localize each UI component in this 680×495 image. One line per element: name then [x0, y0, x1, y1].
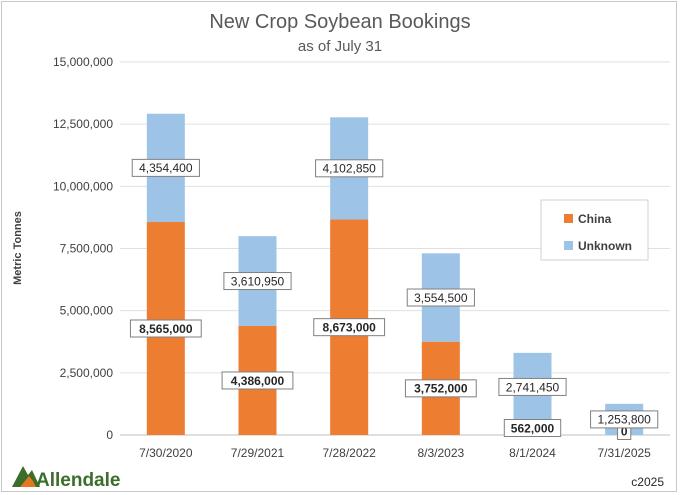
- y-tick-label: 5,000,000: [60, 304, 114, 318]
- x-tick-label: 7/29/2021: [231, 446, 285, 460]
- data-label-text: 0: [621, 424, 628, 438]
- logo-sun-icon: [20, 476, 36, 487]
- data-label-box: [223, 272, 292, 291]
- legend-swatch-unknown: [564, 241, 573, 250]
- allendale-logo: Allendale: [12, 466, 120, 491]
- data-label-text: 1,253,800: [597, 413, 651, 427]
- chart-title: New Crop Soybean Bookings: [209, 11, 470, 33]
- data-label-box: [313, 318, 386, 337]
- legend-label-unknown: Unknown: [578, 239, 632, 253]
- data-label-text: 4,386,000: [231, 374, 285, 388]
- data-label-box: [503, 419, 562, 438]
- data-label-text: 4,354,400: [139, 161, 193, 175]
- x-axis-ticks: 7/30/2020 7/29/2021 7/28/2022 8/3/2023 8/1/2…: [139, 446, 651, 460]
- data-label-china-4: 3,752,000: [404, 379, 477, 398]
- y-tick-label: 2,500,000: [60, 366, 114, 380]
- logo-text: Allendale: [36, 470, 120, 491]
- chart-subtitle: as of July 31: [298, 38, 382, 55]
- data-labels: 8,565,000 4,354,400 4,386,000 3,610,950 8,67…: [129, 158, 659, 440]
- data-label-box: [498, 377, 567, 396]
- data-label-text: 2,741,450: [506, 380, 560, 394]
- copyright: c2025: [631, 475, 664, 489]
- data-label-china-3: 8,673,000: [313, 318, 386, 337]
- data-label-unknown-3: 4,102,850: [315, 159, 384, 178]
- data-label-box: [406, 288, 475, 307]
- legend-label-china: China: [578, 212, 612, 226]
- y-tick-label: 7,500,000: [60, 242, 114, 256]
- x-tick-label: 8/3/2023: [417, 446, 464, 460]
- y-tick-label: 15,000,000: [53, 55, 113, 69]
- data-label-text: 3,610,950: [231, 274, 285, 288]
- data-label-box: [404, 379, 477, 398]
- data-label-text: 4,102,850: [322, 162, 376, 176]
- data-label-text: 8,673,000: [322, 320, 376, 334]
- legend-swatch-china: [564, 214, 573, 223]
- y-tick-label: 0: [106, 428, 113, 442]
- data-label-text: 3,554,500: [414, 291, 468, 305]
- y-tick-label: 10,000,000: [53, 179, 113, 193]
- y-tick-label: 12,500,000: [53, 117, 113, 131]
- data-label-box: [129, 319, 202, 338]
- data-label-unknown-5: 2,741,450: [498, 377, 567, 396]
- gridlines: [120, 61, 670, 436]
- legend: China Unknown: [540, 199, 649, 261]
- data-label-text: 8,565,000: [139, 322, 193, 336]
- data-label-unknown-2: 3,610,950: [223, 272, 292, 291]
- y-axis-label: Metric Tonnes: [12, 211, 24, 285]
- x-tick-label: 7/28/2022: [322, 446, 376, 460]
- data-label-box: [590, 410, 659, 429]
- data-label-text: 562,000: [511, 421, 555, 435]
- x-tick-label: 7/30/2020: [139, 446, 193, 460]
- data-label-china-1: 8,565,000: [129, 319, 202, 338]
- data-label-unknown-6: 1,253,800: [590, 410, 659, 429]
- data-label-box: [315, 159, 384, 178]
- data-label-text: 3,752,000: [414, 382, 468, 396]
- data-label-unknown-1: 4,354,400: [131, 158, 200, 177]
- data-label-china-5: 562,000: [503, 419, 562, 438]
- x-tick-label: 7/31/2025: [597, 446, 651, 460]
- data-label-box: [221, 371, 294, 390]
- data-label-box: [131, 158, 200, 177]
- data-label-unknown-4: 3,554,500: [406, 288, 475, 307]
- bars: [146, 113, 644, 435]
- x-tick-label: 8/1/2024: [509, 446, 556, 460]
- legend-box: [540, 199, 649, 261]
- data-label-china-2: 4,386,000: [221, 371, 294, 390]
- y-axis-ticks: 0 2,500,000 5,000,000 7,500,000 10,000,000 12…: [53, 55, 113, 442]
